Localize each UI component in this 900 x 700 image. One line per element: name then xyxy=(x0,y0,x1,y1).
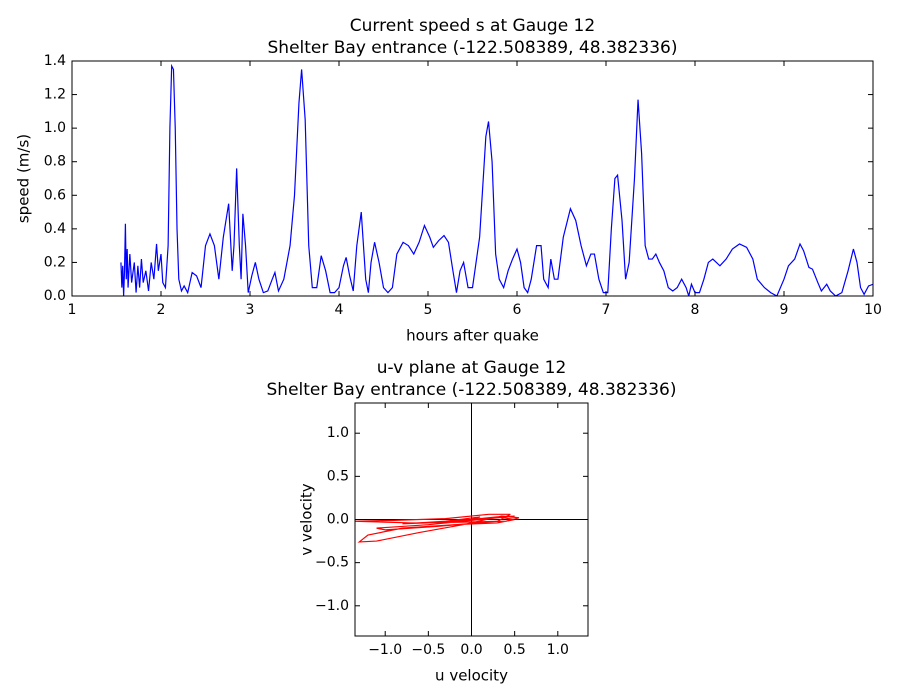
data-line xyxy=(120,63,873,296)
chart-title: Shelter Bay entrance (-122.508389, 48.38… xyxy=(267,380,677,400)
x-tick-label: 2 xyxy=(157,302,166,318)
x-tick-label: 1 xyxy=(68,302,77,318)
y-tick-label: 0.4 xyxy=(44,221,66,237)
y-tick-label: 0.0 xyxy=(44,288,66,304)
x-axis-label: hours after quake xyxy=(406,327,539,345)
data-line xyxy=(355,513,520,543)
x-tick-label: 1.0 xyxy=(547,642,569,658)
y-tick-label: 0.6 xyxy=(44,187,66,203)
y-tick-label: 1.0 xyxy=(327,425,349,441)
y-axis-label: speed (m/s) xyxy=(15,134,33,223)
x-tick-label: 0.5 xyxy=(504,642,526,658)
y-tick-label: 1.0 xyxy=(44,120,66,136)
x-tick-label: 5 xyxy=(424,302,433,318)
y-tick-label: 0.5 xyxy=(327,468,349,484)
y-tick-label: 0.0 xyxy=(327,512,349,528)
x-tick-label: 9 xyxy=(780,302,789,318)
axes-frame xyxy=(71,60,874,297)
x-tick-label: −1.0 xyxy=(368,642,402,658)
x-axis-label: u velocity xyxy=(435,667,508,685)
x-tick-label: −0.5 xyxy=(411,642,445,658)
x-tick-label: 0.0 xyxy=(460,642,482,658)
x-tick-label: 8 xyxy=(691,302,700,318)
plot-area xyxy=(120,63,873,296)
y-tick-label: 1.4 xyxy=(44,53,66,69)
y-tick-label: −1.0 xyxy=(315,598,349,614)
chart-title: Current speed s at Gauge 12 xyxy=(350,16,595,36)
x-tick-label: 10 xyxy=(864,302,882,318)
chart-title: u-v plane at Gauge 12 xyxy=(377,358,567,378)
y-tick-label: 1.2 xyxy=(44,87,66,103)
x-tick-label: 7 xyxy=(602,302,611,318)
y-tick-label: 0.2 xyxy=(44,254,66,270)
y-tick-label: −0.5 xyxy=(315,555,349,571)
plot-area xyxy=(355,513,520,543)
x-tick-label: 3 xyxy=(246,302,255,318)
x-tick-label: 4 xyxy=(335,302,344,318)
chart-title: Shelter Bay entrance (-122.508389, 48.38… xyxy=(268,38,678,58)
x-tick-label: 6 xyxy=(513,302,522,318)
y-axis-label: v velocity xyxy=(298,483,316,555)
y-tick-label: 0.8 xyxy=(44,154,66,170)
